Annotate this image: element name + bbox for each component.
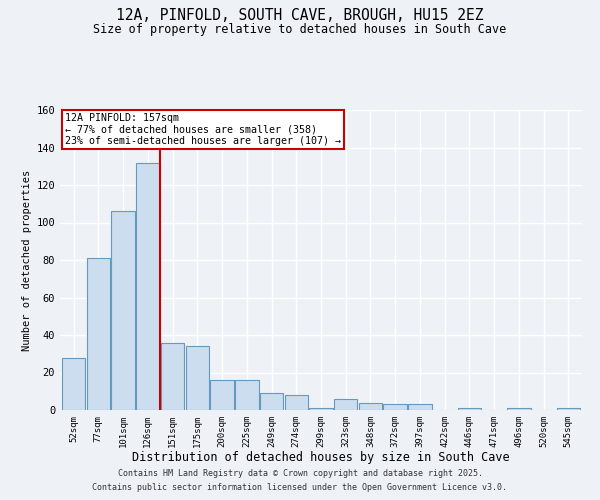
Bar <box>284 395 308 410</box>
Text: Contains public sector information licensed under the Open Government Licence v3: Contains public sector information licen… <box>92 484 508 492</box>
Text: 12A PINFOLD: 157sqm
← 77% of detached houses are smaller (358)
23% of semi-detac: 12A PINFOLD: 157sqm ← 77% of detached ho… <box>65 113 341 146</box>
Bar <box>210 380 234 410</box>
Bar <box>136 162 160 410</box>
Bar <box>185 346 209 410</box>
Bar <box>62 358 85 410</box>
Bar <box>383 404 407 410</box>
Bar <box>557 408 580 410</box>
Text: Contains HM Land Registry data © Crown copyright and database right 2025.: Contains HM Land Registry data © Crown c… <box>118 468 482 477</box>
Bar <box>309 408 333 410</box>
X-axis label: Distribution of detached houses by size in South Cave: Distribution of detached houses by size … <box>132 452 510 464</box>
Bar <box>260 393 283 410</box>
Bar <box>507 408 530 410</box>
Bar <box>86 258 110 410</box>
Bar <box>359 402 382 410</box>
Bar <box>161 342 184 410</box>
Bar <box>112 211 135 410</box>
Text: 12A, PINFOLD, SOUTH CAVE, BROUGH, HU15 2EZ: 12A, PINFOLD, SOUTH CAVE, BROUGH, HU15 2… <box>116 8 484 22</box>
Bar <box>408 404 432 410</box>
Text: Size of property relative to detached houses in South Cave: Size of property relative to detached ho… <box>94 22 506 36</box>
Bar <box>458 408 481 410</box>
Bar <box>334 399 358 410</box>
Bar <box>235 380 259 410</box>
Y-axis label: Number of detached properties: Number of detached properties <box>22 170 32 350</box>
